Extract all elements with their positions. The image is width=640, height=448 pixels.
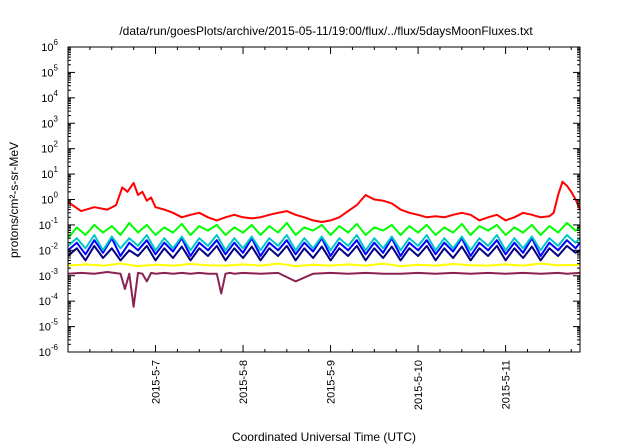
x-axis-label: Coordinated Universal Time (UTC) <box>232 430 416 444</box>
y-tick-label: 10-1 <box>39 216 59 232</box>
y-tick-label: 101 <box>41 165 58 181</box>
y-tick-label: 100 <box>41 191 58 207</box>
y-axis: 10-6 10-5 10-4 10-3 10-2 10-1 100 101 102 103 104 1… <box>39 38 580 359</box>
series-line-4 <box>67 244 581 262</box>
y-axis-label: protons/cm²-s-sr-MeV <box>7 142 21 258</box>
chart-title: /data/run/goesPlots/archive/2015-05-11/1… <box>119 24 533 38</box>
y-tick-label: 102 <box>41 140 58 156</box>
y-tick-label: 104 <box>41 89 58 105</box>
x-tick-label: 2015-5-10 <box>413 360 425 410</box>
series-line-1 <box>67 221 581 239</box>
y-tick-label: 10-5 <box>39 318 59 334</box>
x-tick-label: 2015-5-8 <box>238 360 250 404</box>
series-line-5 <box>67 262 581 268</box>
series-line-6 <box>67 271 581 308</box>
y-tick-label: 106 <box>41 38 58 54</box>
y-tick-label: 10-2 <box>39 241 59 257</box>
x-axis: 2015-5-7 2015-5-8 2015-5-9 2015-5-10 2015-5-… <box>89 47 572 410</box>
series-line-0 <box>67 180 581 223</box>
plot-series <box>67 180 581 308</box>
series-line-2 <box>67 234 581 252</box>
y-tick-label: 103 <box>41 114 58 130</box>
x-tick-label: 2015-5-11 <box>501 360 513 409</box>
y-tick-label: 10-6 <box>39 343 59 359</box>
y-tick-label: 105 <box>41 63 58 79</box>
x-tick-label: 2015-5-9 <box>326 360 338 404</box>
x-tick-label: 2015-5-7 <box>151 360 163 404</box>
series-line-3 <box>67 237 581 257</box>
y-tick-label: 10-4 <box>39 292 59 308</box>
y-tick-label: 10-3 <box>39 267 59 283</box>
